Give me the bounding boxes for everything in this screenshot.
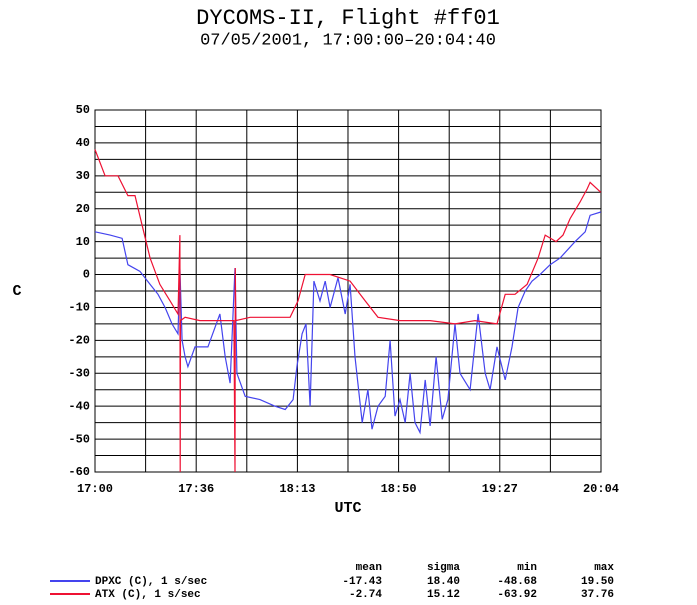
stats-value: 18.40 bbox=[427, 576, 460, 588]
y-tick-label: 20 bbox=[76, 202, 90, 216]
y-tick-label: 0 bbox=[83, 268, 90, 282]
chart-subtitle: 07/05/2001, 17:00:00–20:04:40 bbox=[200, 31, 496, 50]
stats-value: -63.92 bbox=[497, 589, 537, 601]
stats-header: sigma bbox=[427, 562, 460, 574]
x-tick-label: 17:36 bbox=[178, 482, 214, 496]
x-tick-label: 18:13 bbox=[279, 482, 315, 496]
y-tick-label: -20 bbox=[68, 334, 90, 348]
x-tick-label: 20:04 bbox=[583, 482, 619, 496]
y-tick-label: -40 bbox=[68, 399, 90, 413]
y-tick-label: 10 bbox=[76, 235, 90, 249]
y-tick-label: 30 bbox=[76, 169, 90, 183]
y-tick-label: -60 bbox=[68, 465, 90, 479]
stats-header: min bbox=[517, 562, 537, 574]
chart-title: DYCOMS-II, Flight #ff01 bbox=[196, 6, 500, 31]
legend-label: ATX (C), 1 s/sec bbox=[95, 589, 201, 601]
y-tick-label: 50 bbox=[76, 103, 90, 117]
stats-value: -2.74 bbox=[349, 589, 382, 601]
plot-frame bbox=[94, 109, 602, 473]
stats-value: 15.12 bbox=[427, 589, 460, 601]
stats-value: 37.76 bbox=[581, 589, 614, 601]
stats-value: 19.50 bbox=[581, 576, 614, 588]
y-tick-label: -10 bbox=[68, 301, 90, 315]
stats-header: max bbox=[594, 562, 614, 574]
data-line bbox=[94, 211, 601, 435]
stats-value: -17.43 bbox=[342, 576, 382, 588]
x-tick-label: 19:27 bbox=[482, 482, 518, 496]
y-tick-label: 40 bbox=[76, 136, 90, 150]
data-line bbox=[94, 149, 602, 473]
y-axis-label: C bbox=[12, 283, 21, 300]
x-tick-label: 18:50 bbox=[381, 482, 417, 496]
y-tick-label: -50 bbox=[68, 432, 90, 446]
legend-label: DPXC (C), 1 s/sec bbox=[95, 576, 207, 588]
stats-header: mean bbox=[356, 562, 382, 574]
x-axis-label: UTC bbox=[334, 500, 361, 517]
stats-value: -48.68 bbox=[497, 576, 537, 588]
y-tick-label: -30 bbox=[68, 366, 90, 380]
x-tick-label: 17:00 bbox=[77, 482, 113, 496]
